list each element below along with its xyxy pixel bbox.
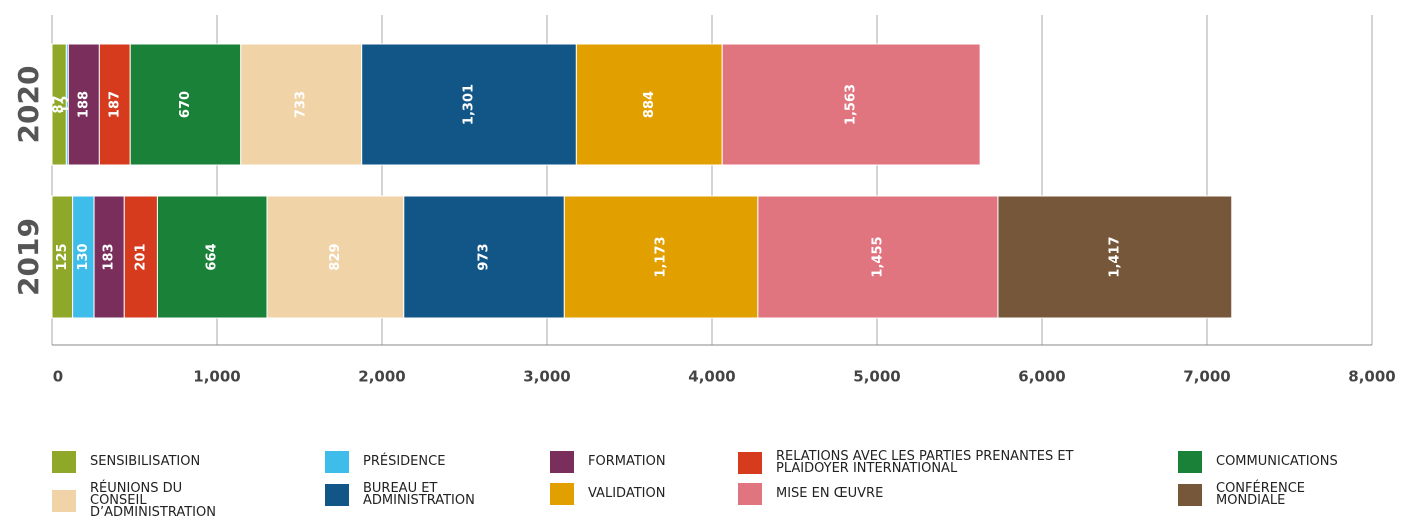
legend-item: MISE EN ŒUVRE	[738, 483, 1118, 505]
x-tick-label: 8,000	[1348, 368, 1395, 386]
data-label: 187	[107, 91, 122, 118]
x-tick-label: 5,000	[853, 368, 900, 386]
data-label: 1,301	[462, 84, 477, 125]
legend-swatch	[1178, 451, 1202, 473]
bar-segment	[563, 195, 759, 319]
data-label: 1,417	[1107, 236, 1122, 277]
data-label: 130	[76, 243, 91, 270]
legend-swatch	[738, 452, 762, 474]
data-label: 664	[205, 243, 220, 270]
data-label: 973	[477, 243, 492, 270]
legend-swatch	[52, 490, 76, 512]
legend-swatch	[550, 451, 574, 473]
chart: 0 1,000 2,000 3,000 4,000 5,000 6,000 7,000 8,00…	[12, 15, 1396, 386]
legend-label: PRÉSIDENCE	[363, 454, 446, 469]
data-label: 1,173	[654, 236, 669, 277]
bar-segment	[129, 43, 242, 166]
bar-segment	[721, 43, 981, 166]
bar-segment	[98, 43, 131, 166]
legend-item: BUREAU ET ADMINISTRATION	[325, 481, 505, 508]
legend-swatch	[325, 484, 349, 506]
legend-swatch	[52, 451, 76, 473]
legend-label: RÉUNIONS DU CONSEIL D’ADMINISTRATION	[90, 481, 216, 520]
legend-item: PRÉSIDENCE	[325, 451, 505, 473]
x-tick-label: 3,000	[523, 368, 570, 386]
data-label: 670	[178, 91, 193, 118]
bar-segment	[93, 195, 125, 319]
data-label: 884	[642, 91, 657, 118]
bar-segment	[575, 43, 723, 166]
bar-segment	[240, 43, 363, 166]
legend-label: FORMATION	[588, 454, 666, 469]
legend-label: MISE EN ŒUVRE	[776, 486, 884, 501]
legend-label: CONFÉRENCE MONDIALE	[1216, 481, 1305, 508]
bar-segment	[156, 195, 268, 319]
legend-label: BUREAU ET ADMINISTRATION	[363, 481, 475, 508]
legend-item: RELATIONS AVEC LES PARTIES PRENANTES ET …	[738, 449, 1118, 476]
x-tick-label: 2,000	[358, 368, 405, 386]
x-tick-label: 0	[53, 368, 63, 386]
legend-item: SENSIBILISATION	[52, 451, 252, 473]
legend-item: RÉUNIONS DU CONSEIL D’ADMINISTRATION	[52, 481, 252, 520]
data-label: 733	[294, 91, 309, 118]
data-label: 87	[52, 95, 67, 113]
data-label: 183	[102, 243, 117, 270]
x-tick-label: 7,000	[1183, 368, 1230, 386]
legend-swatch	[1178, 484, 1202, 506]
legend-item: COMMUNICATIONS	[1178, 451, 1378, 473]
data-label: 1,455	[870, 236, 885, 277]
data-label: 125	[55, 243, 70, 270]
legend-label: RELATIONS AVEC LES PARTIES PRENANTES ET …	[776, 449, 1074, 476]
y-tick-label: 2019	[12, 218, 45, 296]
bar-segment	[266, 195, 405, 319]
bar-segment	[997, 195, 1233, 319]
legend-item: FORMATION	[550, 451, 710, 473]
legend-swatch	[738, 483, 762, 505]
data-label: 188	[76, 91, 91, 118]
bar-segment	[757, 195, 999, 319]
page: 0 1,000 2,000 3,000 4,000 5,000 6,000 7,000 8,00…	[12, 15, 1396, 519]
legend-item: VALIDATION	[550, 483, 710, 505]
x-tick-label: 6,000	[1018, 368, 1065, 386]
x-tick-label: 4,000	[688, 368, 735, 386]
bar-segment	[123, 195, 158, 319]
bar-segment	[403, 195, 565, 319]
x-tick-label: 1,000	[193, 368, 240, 386]
legend-item: CONFÉRENCE MONDIALE	[1178, 481, 1378, 508]
legend-swatch	[550, 483, 574, 505]
legend-label: COMMUNICATIONS	[1216, 454, 1338, 469]
y-tick-label: 2020	[12, 66, 45, 144]
legend-label: VALIDATION	[588, 486, 666, 501]
data-label: 1,563	[844, 84, 859, 125]
data-label: 201	[133, 243, 148, 270]
legend-label: SENSIBILISATION	[90, 454, 201, 469]
legend-swatch	[325, 451, 349, 473]
data-label: 829	[328, 243, 343, 270]
